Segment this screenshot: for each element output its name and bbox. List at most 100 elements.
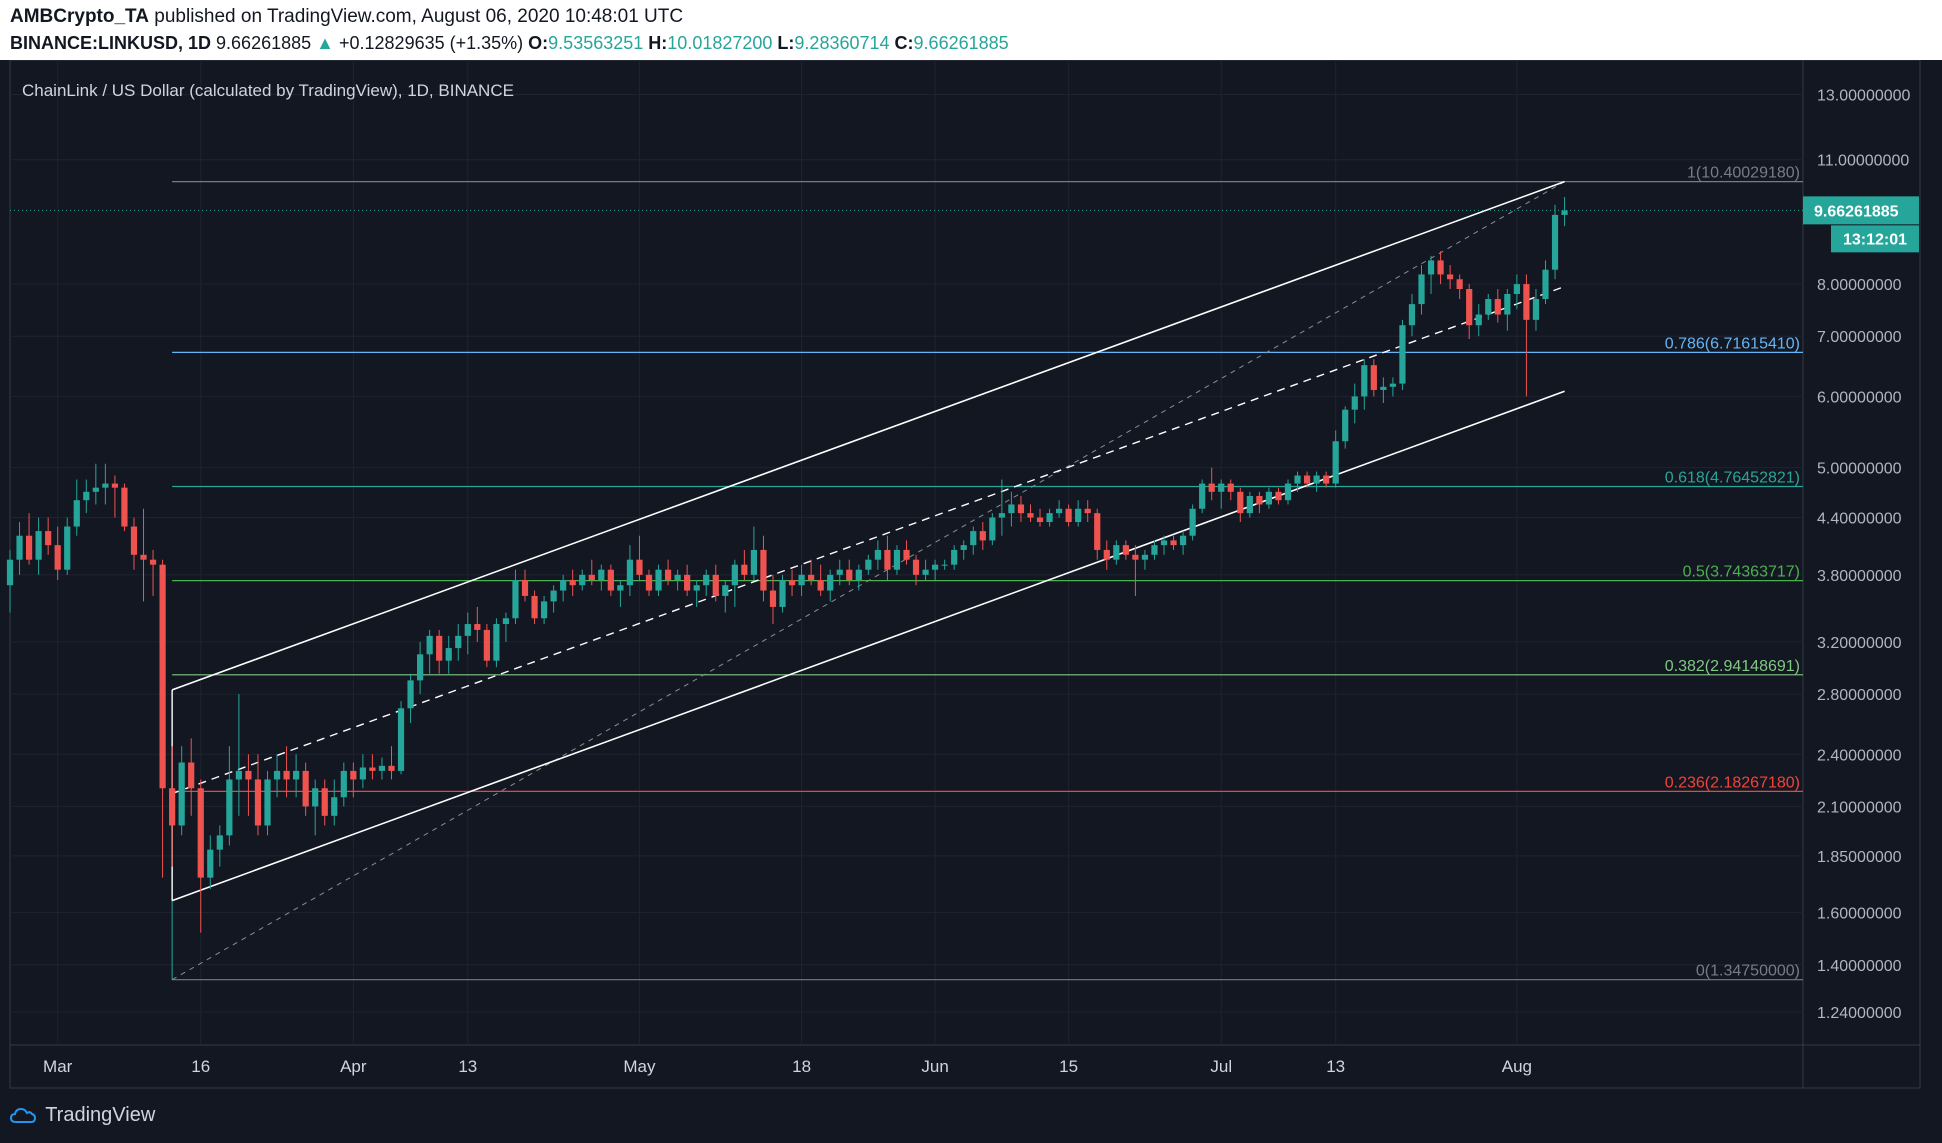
candle-body: [445, 648, 452, 661]
candle-body: [159, 564, 166, 789]
candle-body: [293, 770, 300, 780]
candle-body: [1523, 284, 1530, 320]
price-tick-label: 1.60000000: [1817, 906, 1902, 923]
price-tick-label: 3.80000000: [1817, 568, 1902, 585]
time-axis[interactable]: Mar 16 Apr 13 May 18 Jun 15 Jul 13 Aug: [43, 1057, 1532, 1076]
candlestick-series: [6, 196, 1568, 933]
fib-level-label: 1(10.40029180): [1687, 165, 1800, 182]
candle-body: [884, 549, 891, 570]
publish-header: AMBCrypto_TA published on TradingView.co…: [0, 0, 1942, 60]
price-change: +0.12829635 (+1.35%): [339, 33, 524, 53]
candle-body: [874, 549, 881, 560]
candle-body: [1504, 293, 1511, 315]
candle-body: [903, 549, 910, 560]
candle-body: [521, 579, 529, 596]
candle-body: [45, 531, 52, 546]
candle-body: [569, 579, 576, 586]
candle-body: [417, 654, 424, 681]
candle-body: [817, 579, 824, 591]
candle-body: [1494, 299, 1501, 315]
candle-body: [808, 574, 815, 580]
candle-body: [712, 574, 719, 596]
tradingview-cloud-icon: [10, 1107, 36, 1123]
candle-body: [1551, 214, 1559, 270]
candle-body: [1456, 279, 1463, 289]
candle-body: [436, 635, 443, 661]
candle-body: [149, 559, 157, 565]
candle-body: [588, 574, 595, 580]
candle-body: [502, 618, 510, 625]
candle-body: [207, 849, 214, 878]
candle-body: [750, 549, 758, 575]
time-tick-label: 16: [191, 1057, 210, 1076]
candle-body: [1199, 483, 1206, 509]
candle-body: [989, 517, 996, 541]
symbol-name: BINANCE:LINKUSD, 1D: [10, 33, 212, 53]
candle-body: [1256, 495, 1263, 505]
price-chart[interactable]: 1(10.40029180) 0.786(6.71615410) 0.618(4.7…: [0, 60, 1942, 1090]
candle-body: [865, 559, 872, 570]
candle-body: [1113, 545, 1120, 560]
candle-body: [1447, 274, 1454, 280]
price-tick-label: 3.20000000: [1817, 635, 1902, 652]
candle-body: [998, 513, 1005, 518]
author-name[interactable]: AMBCrypto_TA: [10, 6, 149, 27]
candle-body: [1437, 260, 1444, 275]
candle-body: [1027, 513, 1034, 518]
candle-body: [731, 564, 738, 586]
candle-body: [483, 629, 490, 661]
candle-body: [464, 624, 471, 636]
candle-body: [226, 779, 233, 836]
candle-body: [378, 765, 386, 771]
candle-body: [560, 579, 567, 591]
fib-level-label: 0.382(2.94148691): [1665, 658, 1800, 675]
time-tick-label: 15: [1059, 1057, 1078, 1076]
time-tick-label: Mar: [43, 1057, 73, 1076]
last-price-badge: [1803, 196, 1919, 225]
price-tick-label: 11.00000000: [1817, 153, 1909, 170]
candle-body: [1132, 554, 1139, 560]
channel-middle-line: [171, 285, 1565, 795]
candle-body: [1151, 545, 1158, 555]
candle-body: [188, 762, 195, 789]
fib-retracement[interactable]: 1(10.40029180) 0.786(6.71615410) 0.618(4.7…: [171, 165, 1803, 981]
candle-body: [1036, 517, 1044, 523]
candle-body: [178, 762, 185, 826]
candle-body: [283, 770, 290, 780]
candle-body: [1466, 288, 1473, 326]
candle-body: [1408, 304, 1416, 326]
publish-info: AMBCrypto_TA published on TradingView.co…: [10, 6, 683, 28]
candle-body: [550, 590, 557, 602]
tradingview-logo[interactable]: TradingView: [10, 1104, 155, 1127]
candle-body: [598, 569, 605, 580]
candle-body: [1094, 513, 1101, 550]
open-label: O:: [528, 33, 549, 53]
candle-body: [626, 559, 634, 586]
candle-body: [788, 579, 796, 586]
candle-body: [1313, 475, 1320, 484]
candle-body: [798, 574, 805, 586]
candle-body: [1218, 483, 1225, 492]
candle-body: [1227, 483, 1234, 492]
price-tick-label: 1.40000000: [1817, 958, 1902, 975]
candle-body: [607, 569, 614, 591]
fib-level-label: 0.618(4.76452821): [1665, 469, 1800, 486]
candle-body: [321, 788, 328, 816]
candle-body: [1418, 274, 1425, 305]
candle-body: [970, 531, 977, 546]
fib-level-label: 0.236(2.18267180): [1665, 774, 1800, 791]
price-tick-label: 7.00000000: [1817, 329, 1902, 346]
candle-body: [703, 574, 710, 586]
candle-body: [1179, 535, 1187, 546]
candle-body: [531, 595, 538, 619]
price-axis[interactable]: 13.00000000 11.00000000 8.00000000 7.000000…: [1803, 87, 1919, 1022]
candle-body: [1208, 483, 1215, 492]
time-tick-label: 13: [458, 1057, 477, 1076]
time-tick-label: May: [623, 1057, 656, 1076]
candle-body: [388, 765, 395, 771]
candle-body: [636, 559, 643, 575]
candle-body: [73, 500, 80, 527]
fib-level-label: 0(1.34750000): [1696, 963, 1800, 980]
candle-body: [426, 635, 433, 655]
candle-body: [1046, 513, 1053, 523]
